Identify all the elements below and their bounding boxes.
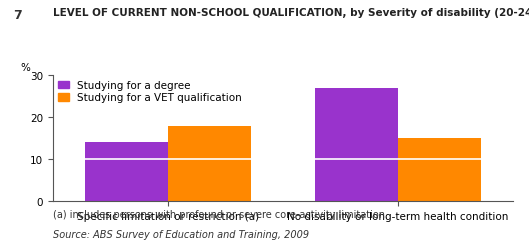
Legend: Studying for a degree, Studying for a VET qualification: Studying for a degree, Studying for a VE… [58, 81, 242, 103]
Bar [85, 143, 168, 202]
Text: 7: 7 [13, 9, 22, 22]
Bar [315, 88, 398, 202]
Y-axis label: %: % [20, 63, 30, 73]
Text: (a) includes persons with profound or severe core-activity limitation.: (a) includes persons with profound or se… [53, 209, 388, 219]
Text: Source: ABS Survey of Education and Training, 2009: Source: ABS Survey of Education and Trai… [53, 229, 309, 239]
Bar [168, 126, 251, 202]
Bar [398, 139, 481, 202]
Text: LEVEL OF CURRENT NON-SCHOOL QUALIFICATION, by Severity of disability (20-24yrs),: LEVEL OF CURRENT NON-SCHOOL QUALIFICATIO… [53, 8, 529, 18]
